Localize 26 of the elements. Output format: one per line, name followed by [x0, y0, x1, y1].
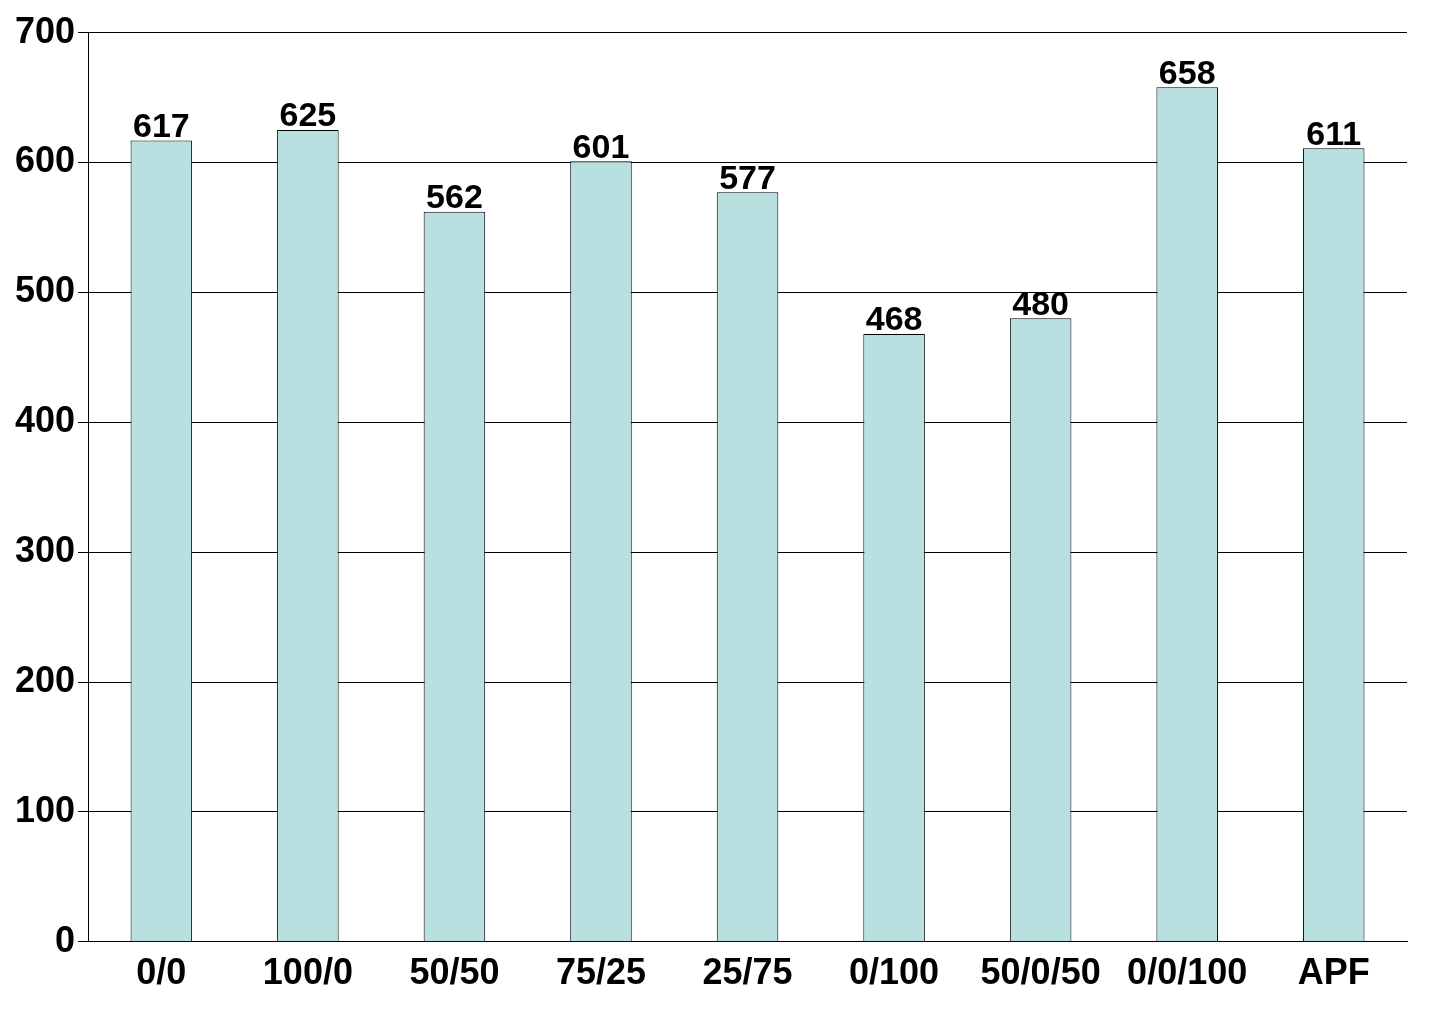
- data-label: 562: [426, 177, 483, 216]
- y-tick-label: 600: [14, 139, 76, 181]
- x-tick-label: 0/0/100: [1127, 951, 1248, 993]
- data-label: 577: [719, 157, 776, 196]
- x-tick-label: 100/0: [262, 951, 353, 993]
- x-tick-label: 50/50: [409, 951, 500, 993]
- data-label: 480: [1012, 283, 1069, 322]
- x-tick-label: 25/75: [702, 951, 793, 993]
- data-label: 617: [132, 105, 190, 144]
- data-label: 468: [865, 299, 923, 338]
- x-tick-label: 50/0/50: [980, 951, 1101, 993]
- data-label: 611: [1306, 113, 1362, 152]
- x-tick-label: 75/25: [555, 951, 647, 993]
- x-tick-label: 0/100: [849, 951, 940, 993]
- data-label: 625: [279, 95, 337, 134]
- x-tick-label: APF: [1297, 951, 1370, 993]
- y-tick-label: 300: [14, 529, 76, 571]
- data-label: 601: [572, 126, 630, 165]
- y-tick-label: 100: [14, 788, 76, 830]
- y-tick-label: 500: [14, 269, 76, 311]
- x-tick-label: 0/0: [136, 951, 187, 993]
- data-label: 658: [1158, 52, 1216, 91]
- y-tick-label: 0: [55, 918, 76, 960]
- y-tick-label: 400: [14, 399, 76, 441]
- y-tick-label: 700: [14, 9, 76, 51]
- y-tick-label: 200: [14, 658, 76, 700]
